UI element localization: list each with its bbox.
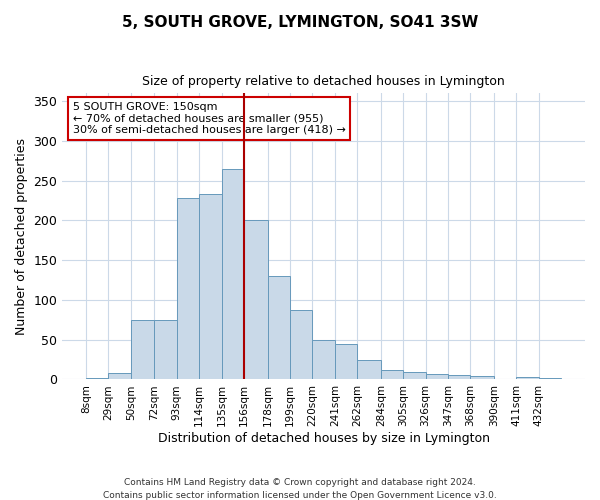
Bar	[425, 374, 448, 380]
X-axis label: Distribution of detached houses by size in Lymington: Distribution of detached houses by size …	[158, 432, 490, 445]
Text: 5 SOUTH GROVE: 150sqm
← 70% of detached houses are smaller (955)
30% of semi-det: 5 SOUTH GROVE: 150sqm ← 70% of detached …	[73, 102, 346, 135]
Bar	[109, 373, 131, 380]
Bar	[86, 378, 109, 380]
Y-axis label: Number of detached properties: Number of detached properties	[15, 138, 28, 335]
Bar	[470, 376, 494, 380]
Bar	[199, 194, 221, 380]
Bar	[221, 169, 244, 380]
Bar	[539, 378, 561, 380]
Bar	[131, 320, 154, 380]
Bar	[244, 220, 268, 380]
Bar	[403, 372, 425, 380]
Bar	[448, 376, 470, 380]
Text: 5, SOUTH GROVE, LYMINGTON, SO41 3SW: 5, SOUTH GROVE, LYMINGTON, SO41 3SW	[122, 15, 478, 30]
Bar	[313, 340, 335, 380]
Bar	[335, 344, 357, 380]
Bar	[357, 360, 381, 380]
Title: Size of property relative to detached houses in Lymington: Size of property relative to detached ho…	[142, 75, 505, 88]
Bar	[381, 370, 403, 380]
Bar	[290, 310, 313, 380]
Bar	[177, 198, 199, 380]
Bar	[154, 320, 177, 380]
Bar	[268, 276, 290, 380]
Bar	[517, 377, 539, 380]
Text: Contains HM Land Registry data © Crown copyright and database right 2024.
Contai: Contains HM Land Registry data © Crown c…	[103, 478, 497, 500]
